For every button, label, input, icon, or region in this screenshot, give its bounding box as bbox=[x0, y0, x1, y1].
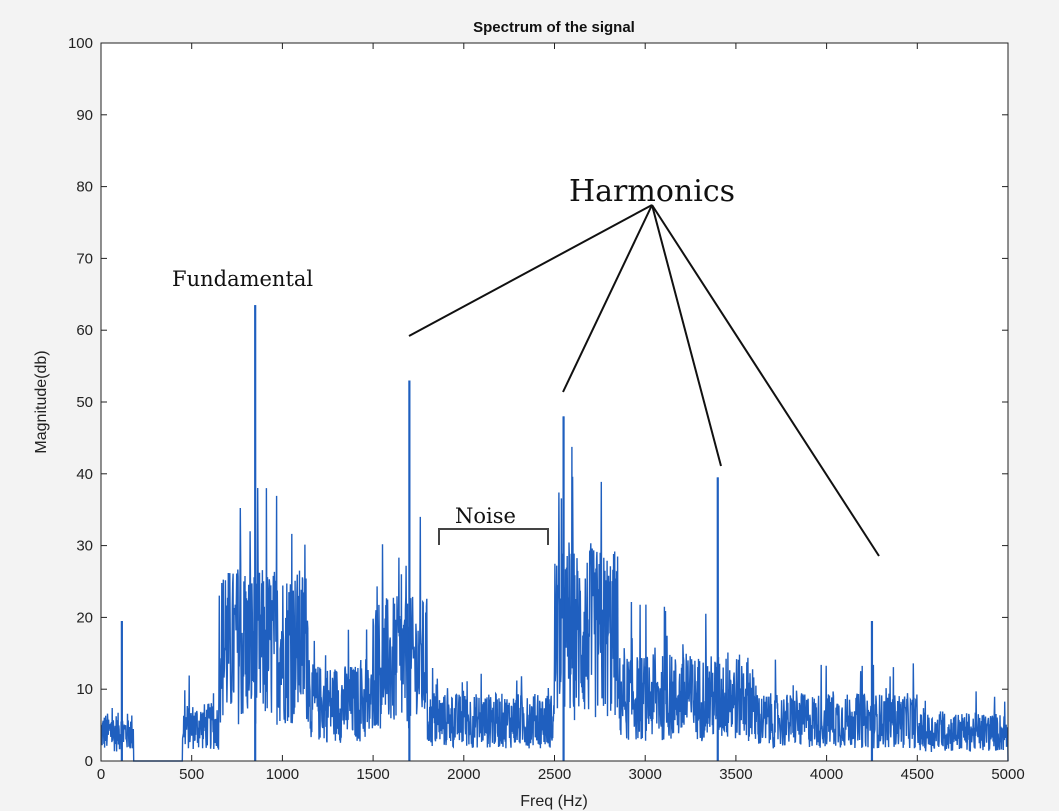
y-tick-label: 60 bbox=[76, 322, 93, 339]
x-tick-label: 4000 bbox=[810, 766, 843, 783]
y-tick-label: 70 bbox=[76, 250, 93, 267]
x-axis-label: Freq (Hz) bbox=[520, 793, 588, 810]
noise-annotation: Noise bbox=[455, 504, 516, 528]
x-tick-label: 2500 bbox=[538, 766, 571, 783]
y-tick-label: 50 bbox=[76, 394, 93, 411]
y-tick-label: 20 bbox=[76, 609, 93, 626]
y-tick-label: 40 bbox=[76, 466, 93, 483]
x-tick-label: 500 bbox=[179, 766, 204, 783]
y-tick-label: 30 bbox=[76, 538, 93, 555]
y-tick-label: 90 bbox=[76, 107, 93, 124]
harmonic-pointer-3 bbox=[651, 204, 722, 467]
harmonic-pointer-1 bbox=[408, 204, 653, 337]
harmonics-annotation: Harmonics bbox=[569, 174, 735, 209]
noise-bracket bbox=[438, 528, 549, 545]
y-axis-label: Magnitude(db) bbox=[33, 350, 50, 453]
x-tick-label: 0 bbox=[97, 766, 105, 783]
x-tick-label: 3000 bbox=[629, 766, 662, 783]
x-tick-label: 5000 bbox=[991, 766, 1024, 783]
x-tick-label: 3500 bbox=[719, 766, 752, 783]
spectrum-series bbox=[100, 305, 1009, 762]
y-tick-label: 100 bbox=[68, 35, 93, 52]
y-tick-label: 80 bbox=[76, 179, 93, 196]
fundamental-annotation: Fundamental bbox=[172, 267, 313, 291]
x-axis: 0 500 1000 1500 2000 2500 3000 3500 4000 4500 5000 bbox=[97, 43, 1025, 783]
y-tick-label: 10 bbox=[76, 681, 93, 698]
x-tick-label: 1000 bbox=[266, 766, 299, 783]
x-tick-label: 4500 bbox=[901, 766, 934, 783]
chart-title: Spectrum of the signal bbox=[473, 19, 635, 36]
x-tick-label: 1500 bbox=[356, 766, 389, 783]
annotations: Fundamental Harmonics Noise bbox=[172, 174, 880, 557]
y-axis: 0 10 20 30 40 50 60 70 80 90 100 bbox=[68, 35, 1008, 770]
harmonic-pointer-2 bbox=[562, 204, 653, 393]
x-tick-label: 2000 bbox=[447, 766, 480, 783]
y-tick-label: 0 bbox=[85, 753, 93, 770]
harmonic-pointer-4 bbox=[651, 204, 880, 557]
spectrum-line bbox=[100, 305, 1009, 762]
